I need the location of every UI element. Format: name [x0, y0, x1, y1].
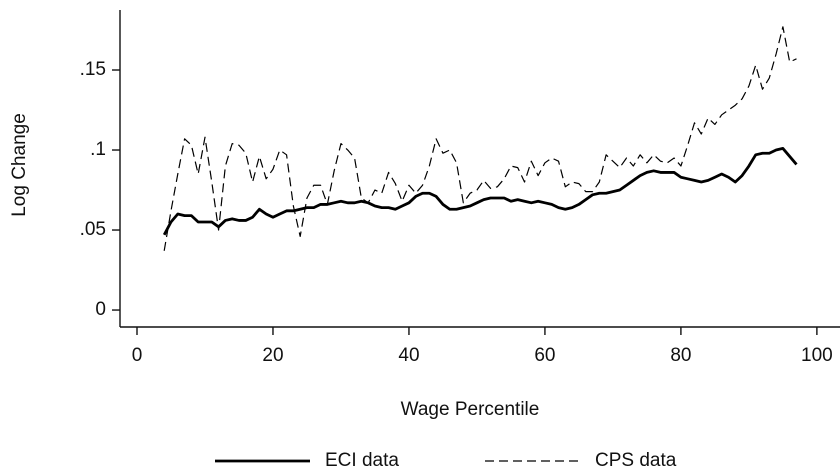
data-line: [162, 147, 798, 236]
x-axis-label: Wage Percentile: [401, 399, 540, 420]
data-line: [163, 26, 797, 251]
x-tick-label: 60: [534, 345, 555, 366]
legend-label: ECI data: [325, 450, 399, 471]
x-tick-label: 40: [398, 345, 419, 366]
y-tick-label: 0: [95, 299, 106, 320]
y-axis-label: Log Change: [9, 113, 30, 217]
x-tick-label: 20: [262, 345, 283, 366]
y-tick-label: .1: [90, 139, 106, 160]
x-tick-label: 80: [670, 345, 691, 366]
y-tick-label: .05: [80, 219, 106, 240]
x-tick-label: 100: [801, 345, 833, 366]
y-tick-label: .15: [80, 59, 106, 80]
legend-label: CPS data: [595, 450, 677, 471]
x-tick-label: 0: [132, 345, 143, 366]
